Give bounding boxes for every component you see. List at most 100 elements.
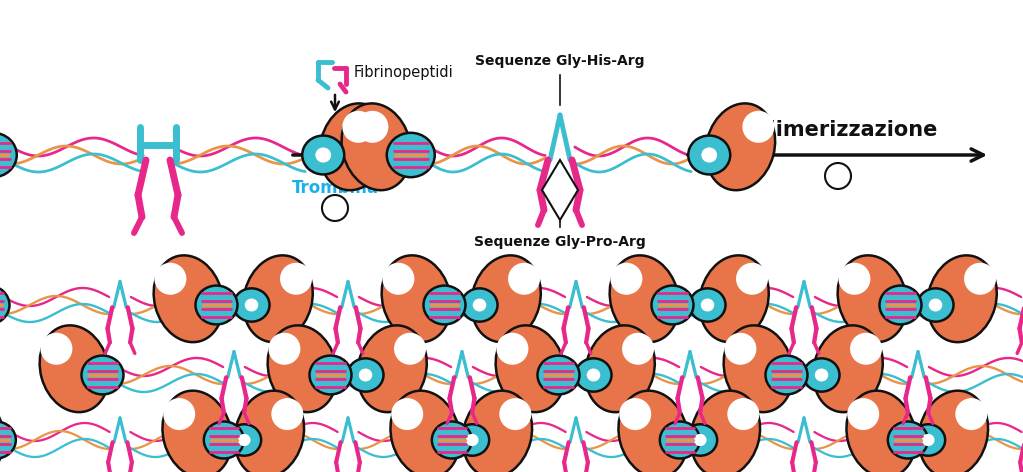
Ellipse shape bbox=[700, 255, 769, 342]
Ellipse shape bbox=[690, 288, 725, 321]
Ellipse shape bbox=[383, 263, 414, 295]
Ellipse shape bbox=[660, 421, 700, 458]
Ellipse shape bbox=[394, 333, 426, 365]
Ellipse shape bbox=[462, 391, 532, 472]
Ellipse shape bbox=[382, 255, 451, 342]
Ellipse shape bbox=[736, 263, 768, 295]
Ellipse shape bbox=[585, 325, 655, 412]
Ellipse shape bbox=[702, 147, 717, 162]
Ellipse shape bbox=[496, 333, 529, 365]
Ellipse shape bbox=[0, 133, 16, 177]
Ellipse shape bbox=[359, 369, 372, 381]
Text: Sequenze Gly-His-Arg: Sequenze Gly-His-Arg bbox=[476, 54, 644, 68]
Ellipse shape bbox=[701, 298, 714, 312]
Ellipse shape bbox=[234, 391, 304, 472]
Polygon shape bbox=[542, 160, 578, 220]
Ellipse shape bbox=[850, 333, 882, 365]
Ellipse shape bbox=[310, 355, 352, 395]
Ellipse shape bbox=[237, 434, 251, 446]
Ellipse shape bbox=[271, 398, 304, 430]
Ellipse shape bbox=[537, 355, 579, 395]
Ellipse shape bbox=[919, 391, 988, 472]
Ellipse shape bbox=[280, 263, 312, 295]
Ellipse shape bbox=[472, 255, 541, 342]
Ellipse shape bbox=[432, 421, 472, 458]
Ellipse shape bbox=[964, 263, 996, 295]
Ellipse shape bbox=[164, 398, 195, 430]
Ellipse shape bbox=[0, 391, 4, 472]
Ellipse shape bbox=[918, 288, 953, 321]
Text: 2: 2 bbox=[834, 169, 842, 183]
Ellipse shape bbox=[847, 398, 879, 430]
Ellipse shape bbox=[576, 358, 612, 392]
Ellipse shape bbox=[461, 288, 497, 321]
Ellipse shape bbox=[813, 325, 883, 412]
Ellipse shape bbox=[195, 286, 237, 324]
Ellipse shape bbox=[499, 398, 531, 430]
Text: Trombina: Trombina bbox=[292, 179, 379, 197]
Ellipse shape bbox=[727, 398, 759, 430]
Circle shape bbox=[825, 163, 851, 189]
Ellipse shape bbox=[473, 298, 486, 312]
Ellipse shape bbox=[724, 333, 756, 365]
Text: Fibrinopeptidi: Fibrinopeptidi bbox=[354, 65, 454, 79]
Ellipse shape bbox=[688, 135, 730, 175]
Ellipse shape bbox=[508, 263, 540, 295]
Ellipse shape bbox=[610, 255, 679, 342]
Ellipse shape bbox=[82, 355, 124, 395]
Ellipse shape bbox=[922, 434, 935, 446]
Ellipse shape bbox=[955, 398, 987, 430]
Ellipse shape bbox=[683, 424, 717, 456]
Ellipse shape bbox=[765, 355, 807, 395]
Circle shape bbox=[322, 195, 348, 221]
Ellipse shape bbox=[888, 421, 928, 458]
Ellipse shape bbox=[465, 434, 479, 446]
Ellipse shape bbox=[495, 325, 565, 412]
Ellipse shape bbox=[154, 263, 186, 295]
Ellipse shape bbox=[706, 103, 775, 190]
Ellipse shape bbox=[342, 103, 411, 190]
Ellipse shape bbox=[357, 325, 427, 412]
Ellipse shape bbox=[927, 255, 996, 342]
Ellipse shape bbox=[619, 391, 687, 472]
Ellipse shape bbox=[803, 358, 840, 392]
Ellipse shape bbox=[204, 421, 243, 458]
Ellipse shape bbox=[319, 103, 389, 190]
Ellipse shape bbox=[244, 298, 258, 312]
Ellipse shape bbox=[611, 263, 642, 295]
Ellipse shape bbox=[455, 424, 489, 456]
Ellipse shape bbox=[652, 286, 694, 324]
Ellipse shape bbox=[911, 424, 945, 456]
Ellipse shape bbox=[163, 391, 232, 472]
Ellipse shape bbox=[227, 424, 261, 456]
Ellipse shape bbox=[391, 398, 424, 430]
Ellipse shape bbox=[929, 298, 942, 312]
Ellipse shape bbox=[243, 255, 313, 342]
Text: Polimerizzazione: Polimerizzazione bbox=[739, 120, 937, 140]
Ellipse shape bbox=[622, 333, 654, 365]
Ellipse shape bbox=[839, 263, 871, 295]
Ellipse shape bbox=[838, 255, 907, 342]
Ellipse shape bbox=[153, 255, 223, 342]
Ellipse shape bbox=[587, 369, 601, 381]
Ellipse shape bbox=[302, 135, 345, 175]
Ellipse shape bbox=[40, 325, 109, 412]
Ellipse shape bbox=[387, 133, 435, 177]
Ellipse shape bbox=[743, 111, 774, 143]
Ellipse shape bbox=[268, 333, 301, 365]
Ellipse shape bbox=[694, 434, 707, 446]
Ellipse shape bbox=[391, 391, 460, 472]
Ellipse shape bbox=[619, 398, 652, 430]
Ellipse shape bbox=[846, 391, 916, 472]
Ellipse shape bbox=[40, 333, 73, 365]
Ellipse shape bbox=[723, 325, 793, 412]
Ellipse shape bbox=[233, 288, 269, 321]
Ellipse shape bbox=[343, 111, 374, 143]
Ellipse shape bbox=[424, 286, 465, 324]
Ellipse shape bbox=[814, 369, 829, 381]
Text: 1: 1 bbox=[330, 202, 340, 214]
Ellipse shape bbox=[356, 111, 389, 143]
Ellipse shape bbox=[0, 286, 9, 324]
Ellipse shape bbox=[0, 421, 15, 458]
Ellipse shape bbox=[348, 358, 384, 392]
